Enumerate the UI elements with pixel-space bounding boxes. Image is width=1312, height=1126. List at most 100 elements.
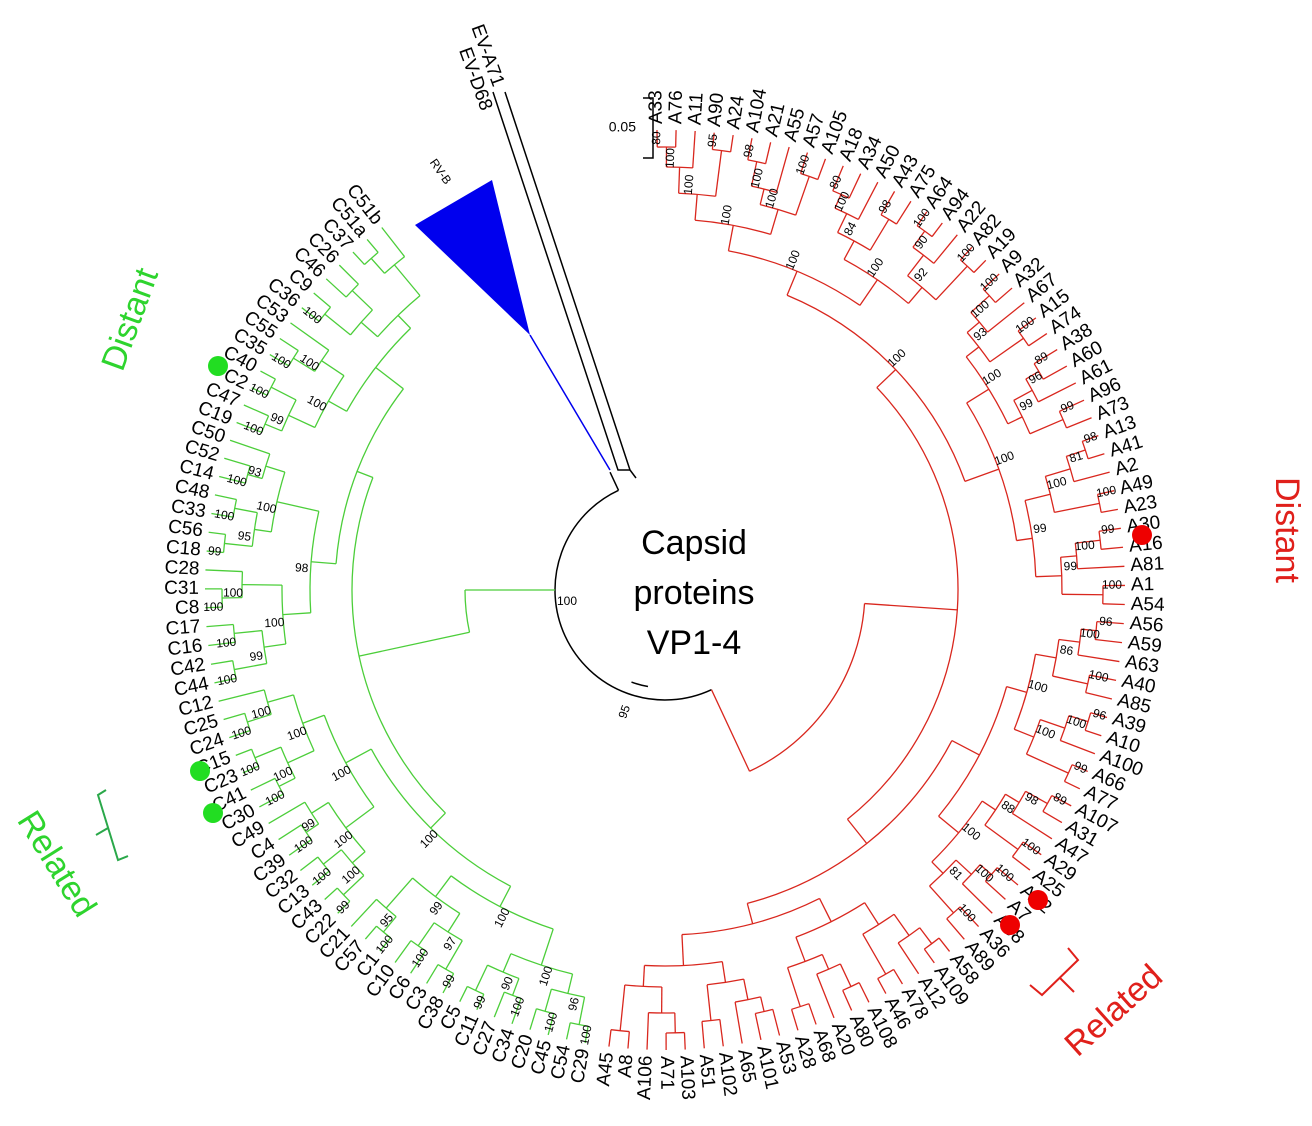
branch — [370, 257, 386, 274]
branch — [343, 875, 365, 896]
branch — [311, 801, 329, 814]
branch — [692, 130, 696, 168]
branch — [839, 963, 852, 987]
branch — [1077, 565, 1125, 570]
bootstrap-value: 99 — [249, 648, 265, 664]
leaf-label: C56 — [167, 516, 204, 541]
branch-arc — [351, 477, 446, 814]
branch — [1098, 527, 1121, 532]
branch-arc — [751, 185, 777, 193]
bootstrap-value: 100 — [1079, 625, 1101, 641]
branch — [931, 861, 944, 874]
branch-arc — [467, 985, 485, 995]
branch-arc — [929, 859, 957, 887]
branch — [1068, 715, 1089, 723]
branch — [834, 194, 842, 209]
branch — [351, 851, 366, 864]
branch-arc — [336, 887, 351, 902]
leaf-label: A45 — [593, 1051, 618, 1087]
branch — [907, 254, 925, 277]
branch-arc — [1025, 719, 1041, 755]
branch — [1037, 382, 1077, 403]
bootstrap-value: 100 — [557, 594, 577, 608]
branch — [293, 357, 315, 372]
bootstrap-value: 100 — [409, 945, 432, 970]
rv-b-collapsed-clade — [415, 180, 530, 335]
branch — [584, 1026, 589, 1044]
bootstrap-value: 99 — [333, 897, 353, 917]
bootstrap-value: 100 — [1019, 835, 1044, 858]
bootstrap-value: 81 — [1068, 448, 1085, 465]
branch — [324, 313, 351, 336]
branch-arc — [907, 275, 937, 301]
branch — [729, 134, 734, 152]
branch — [270, 386, 297, 401]
branch — [324, 887, 338, 900]
branch — [288, 414, 316, 429]
bootstrap-value: 100 — [748, 166, 766, 189]
branch — [234, 629, 263, 635]
leaf-label: C18 — [165, 537, 202, 561]
branch — [279, 337, 299, 352]
branch — [410, 950, 427, 974]
branch — [1042, 365, 1068, 380]
branch — [817, 158, 827, 180]
branch — [381, 227, 406, 258]
branch — [379, 937, 392, 952]
branch — [1090, 712, 1108, 719]
branch — [876, 369, 897, 389]
branch — [862, 933, 887, 975]
branch — [205, 606, 223, 609]
bootstrap-value: 100 — [300, 303, 325, 327]
bootstrap-value: 100 — [1026, 677, 1049, 696]
bootstrap-value: 98 — [1082, 429, 1099, 447]
branch — [393, 264, 421, 297]
leaf-label: C28 — [164, 557, 200, 580]
branch-arc — [760, 203, 796, 216]
branch — [328, 400, 348, 412]
branch — [430, 812, 446, 829]
bootstrap-value: 100 — [223, 586, 244, 600]
bootstrap-value: 98 — [740, 143, 757, 159]
bootstrap-value: 100 — [1074, 538, 1095, 554]
branch — [242, 583, 283, 586]
branch-arc — [384, 256, 405, 274]
branch-arc — [1011, 791, 1027, 814]
bootstrap-value: 95 — [705, 133, 721, 148]
branch — [1102, 603, 1125, 606]
branch-arc — [376, 898, 397, 918]
branch — [1101, 508, 1119, 514]
branch — [951, 739, 980, 756]
branch-arc — [1058, 411, 1068, 429]
leaf-label: A59 — [1127, 632, 1163, 657]
branch — [1085, 691, 1113, 700]
leaf-label: A56 — [1129, 613, 1164, 636]
branch — [1089, 674, 1117, 682]
branch — [1017, 317, 1037, 332]
branch — [912, 230, 926, 248]
branch — [260, 370, 276, 380]
branch-arc — [1013, 400, 1031, 435]
branch-arc — [735, 996, 761, 1003]
bootstrap-value: 99 — [1058, 398, 1076, 416]
leaf-label: A106 — [634, 1055, 657, 1100]
branch — [727, 225, 734, 252]
bootstrap-value: 100 — [831, 189, 852, 213]
branch — [251, 387, 268, 396]
branch — [938, 937, 951, 952]
branch — [229, 439, 270, 455]
branch — [895, 200, 912, 225]
branch — [397, 314, 412, 329]
branch — [1101, 546, 1124, 550]
branch — [715, 150, 723, 197]
annotation-distant-a: Distant — [1268, 477, 1306, 583]
bootstrap-value: 100 — [305, 392, 330, 414]
branch — [1016, 537, 1033, 542]
branch — [1012, 812, 1053, 840]
leaf-label: A51 — [695, 1053, 719, 1088]
branch — [1058, 638, 1080, 643]
branch — [619, 984, 626, 1031]
branch — [219, 475, 246, 484]
branch — [929, 885, 955, 914]
branch — [345, 806, 375, 829]
